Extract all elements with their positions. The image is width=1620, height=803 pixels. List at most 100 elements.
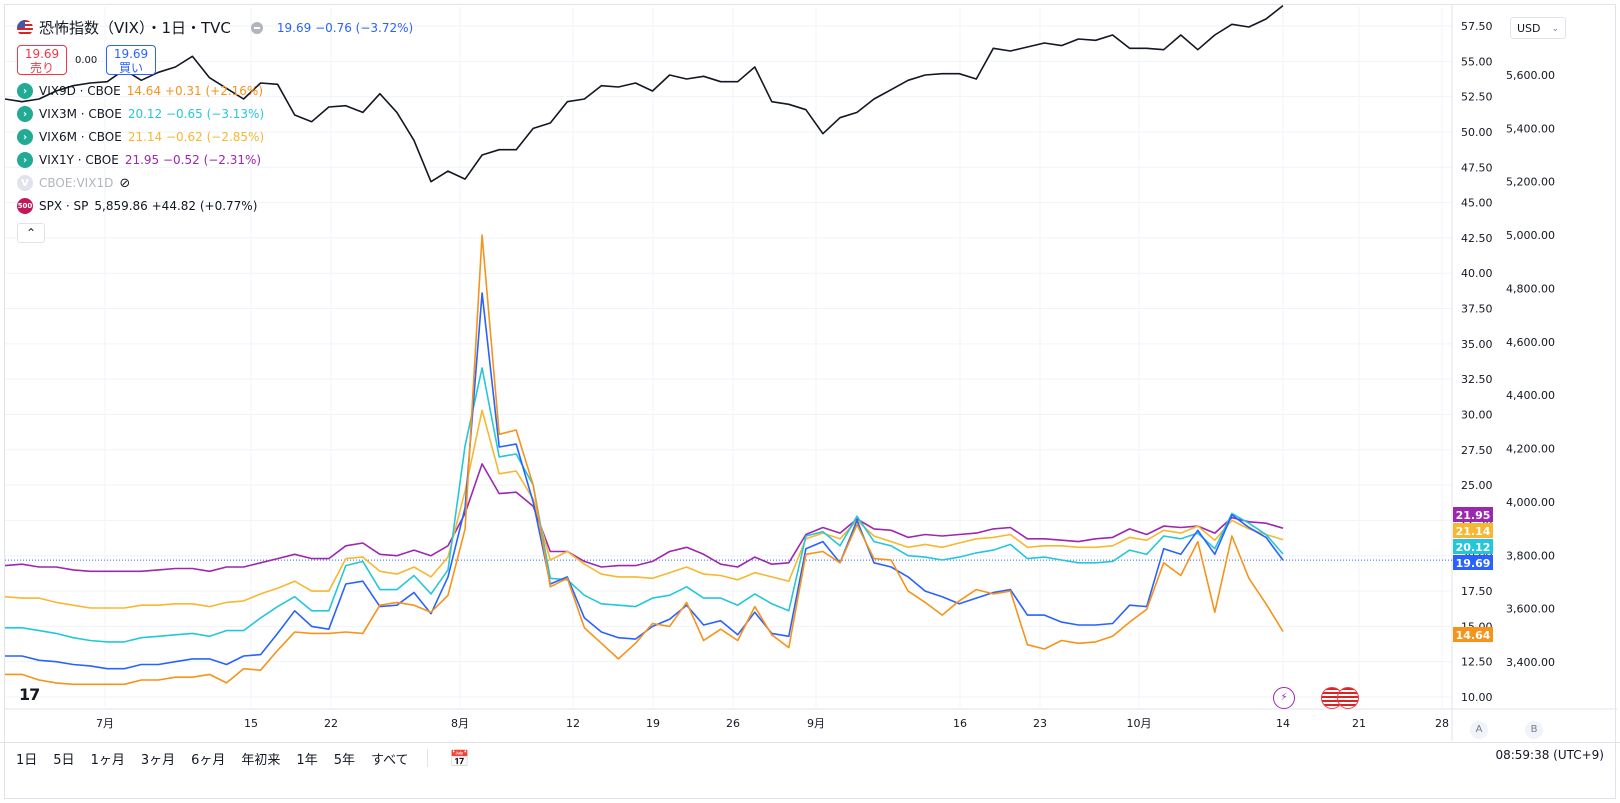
legend-name: VIX9D · CBOE [39,84,121,98]
time-axis-label: 16 [953,717,967,730]
spx-axis-label: 5,600.00 [1506,69,1555,82]
collapse-legend-button[interactable]: ⌃ [17,223,45,243]
sell-button[interactable]: 19.69 売り [17,45,67,75]
spx-axis-label: 3,400.00 [1506,656,1555,669]
chart-frame: 57.50 55.00 52.50 50.00 47.50 45.00 42.50 40.00… [4,4,1617,799]
vix-axis-label: 25.00 [1461,479,1493,492]
last-value-label: 21.14 [1456,525,1491,538]
legend-item-vix6m[interactable]: › VIX6M · CBOE 21.14 −0.62 (−2.85%) [17,129,264,145]
timeframe-bar: 1日 5日 1ヶ月 3ヶ月 6ヶ月 年初来 1年 5年 すべて 📅 [0,742,1620,773]
tf-6m[interactable]: 6ヶ月 [191,752,226,768]
vix-axis-label: 55.00 [1461,55,1493,68]
sell-label: 売り [29,61,54,75]
currency-label: USD [1517,22,1541,35]
vix-axis-label: 52.50 [1461,91,1493,104]
vix-axis-label: 17.50 [1461,585,1493,598]
time-axis-label: 28 [1435,717,1449,730]
legend-item-vix1y[interactable]: › VIX1Y · CBOE 21.95 −0.52 (−2.31%) [17,152,261,168]
symbol-quote: 19.69 −0.76 (−3.72%) [276,20,414,35]
clock[interactable]: 08:59:38 (UTC+9) [1495,748,1604,762]
spx-axis-label: 4,800.00 [1506,282,1555,295]
time-axis-label: 19 [646,717,660,730]
legend-name: VIX6M · CBOE [39,130,122,144]
legend-name: CBOE:VIX1D [39,176,114,190]
legend-item-vix1d[interactable]: V CBOE:VIX1D ⊘ [17,175,130,191]
last-value-label: 14.64 [1456,629,1491,642]
series-line-vix1y [5,463,1284,573]
buy-button[interactable]: 19.69 買い [106,45,156,75]
tf-5y[interactable]: 5年 [333,752,355,768]
last-value-label-bg [1453,507,1493,522]
last-value-label-bg [1453,555,1493,570]
legend-item-vix9d[interactable]: › VIX9D · CBOE 14.64 +0.31 (+2.16%) [17,83,263,99]
vix-axis-label: 40.00 [1461,267,1493,280]
legend-quote: 21.14 −0.62 (−2.85%) [127,130,265,144]
last-value-label: 20.12 [1456,541,1491,554]
time-axis-label: 21 [1352,717,1366,730]
vix-axis-label: 32.50 [1461,373,1493,386]
legend-item-vix3m[interactable]: › VIX3M · CBOE 20.12 −0.65 (−3.13%) [17,106,264,122]
tf-ytd[interactable]: 年初来 [241,752,281,768]
scale-b-button[interactable]: B [1525,721,1543,739]
tf-1m[interactable]: 1ヶ月 [90,752,125,768]
spx-axis-label: 5,200.00 [1506,176,1555,189]
minus-icon[interactable] [250,21,263,34]
lightning-icon[interactable]: ⚡ [1273,687,1295,709]
spx-axis-label: 3,600.00 [1506,603,1555,616]
auto-scale-button[interactable]: A [1470,721,1488,739]
v-icon: V [17,175,33,191]
vix-axis-label: 42.50 [1461,232,1493,245]
time-axis-label: 14 [1276,717,1290,730]
chevron-down-icon: ⌄ [1551,24,1559,34]
legend-quote: 5,859.86 +44.82 (+0.77%) [94,199,258,213]
legend-name: SPX · SP [39,199,89,213]
spx-axis-label: 5,000.00 [1506,229,1555,242]
arrow-right-icon: › [17,106,33,122]
series-line-vix [5,292,1284,670]
tf-3m[interactable]: 3ヶ月 [140,752,176,768]
spx-axis-label: 3,800.00 [1506,549,1555,562]
tf-5d[interactable]: 5日 [53,752,75,768]
vix-axis-label: 12.50 [1461,656,1493,669]
time-axis-label: 22 [324,717,338,730]
last-value-label-bg [1453,539,1493,554]
vix-axis-label: 35.00 [1461,338,1493,351]
vix-axis-label: 57.50 [1461,20,1493,33]
arrow-right-icon: › [17,129,33,145]
arrow-right-icon: › [17,83,33,99]
last-value-label: 19.69 [1456,557,1491,570]
vix-axis-label: 45.00 [1461,197,1493,210]
series-line-vix6m [5,409,1284,609]
spx-500-icon: 500 [17,198,33,214]
series-line-spx [5,5,1284,183]
tf-1d[interactable]: 1日 [16,752,38,768]
legend-quote: 14.64 +0.31 (+2.16%) [126,84,264,98]
spx-axis-label: 4,000.00 [1506,496,1555,509]
eye-off-icon[interactable]: ⊘ [119,175,131,191]
time-axis-label: 26 [726,717,740,730]
spx-axis-label: 4,600.00 [1506,336,1555,349]
tf-all[interactable]: すべて [370,752,409,768]
legend-item-spx[interactable]: 500 SPX · SP 5,859.86 +44.82 (+0.77%) [17,198,257,214]
symbol-title[interactable]: 恐怖指数（VIX）・1日・TVC [39,19,231,37]
last-value-label-bg [1453,627,1493,642]
currency-select[interactable]: USD ⌄ [1510,17,1566,39]
tf-1y[interactable]: 1年 [296,752,318,768]
series-line-vix9d [5,234,1284,686]
sell-price: 19.69 [24,47,60,61]
vix-axis-label: 50.00 [1461,126,1493,139]
last-value-label-bg [1453,523,1493,538]
spx-axis-label: 4,400.00 [1506,389,1555,402]
price-chart[interactable]: 57.50 55.00 52.50 50.00 47.50 45.00 42.50 40.00… [5,5,1617,743]
buy-price: 19.69 [113,47,149,61]
calendar-goto-icon[interactable]: 📅 [449,748,470,768]
legend-name: VIX3M · CBOE [39,107,122,121]
time-axis-label: 15 [244,717,258,730]
vix-axis-label: 10.00 [1461,691,1493,704]
us-event-icon[interactable] [1337,687,1359,709]
spx-axis-label: 5,400.00 [1506,122,1555,135]
vix-axis-label: 27.50 [1461,444,1493,457]
vix-axis-label: 30.00 [1461,408,1493,421]
time-axis-label: 7月 [96,717,114,730]
time-axis-label: 9月 [807,717,825,730]
